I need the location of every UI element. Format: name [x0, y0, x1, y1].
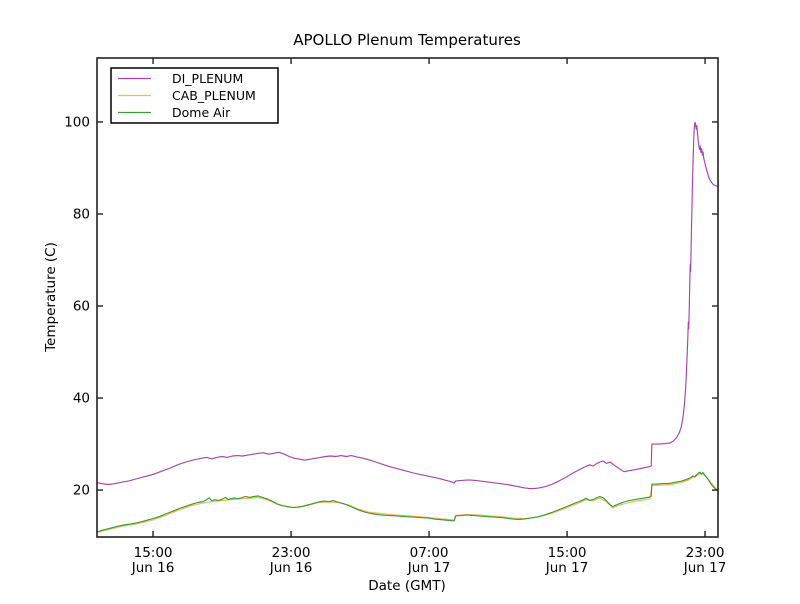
x-tick-label-date: Jun 17	[683, 560, 727, 576]
x-tick-label-time: 15:00	[548, 545, 587, 561]
y-tick-label: 60	[73, 299, 90, 315]
legend-label-dome-air: Dome Air	[172, 105, 231, 120]
legend: DI_PLENUM CAB_PLENUM Dome Air	[110, 67, 279, 124]
legend-label-cab-plenum: CAB_PLENUM	[172, 88, 256, 103]
x-tick-label-time: 07:00	[410, 545, 449, 561]
x-tick-label-date: Jun 17	[545, 560, 589, 576]
y-tick-label: 100	[64, 114, 90, 130]
y-axis-label: Temperature (C)	[43, 242, 59, 353]
x-tick-label-date: Jun 16	[131, 560, 175, 576]
y-tick-label: 20	[73, 483, 90, 499]
y-tick-label: 80	[73, 206, 90, 222]
x-tick-label-time: 15:00	[134, 545, 173, 561]
plot-frame	[96, 57, 719, 538]
x-axis-label: Date (GMT)	[368, 578, 445, 594]
y-tick-label: 40	[73, 391, 90, 407]
legend-label-di-plenum: DI_PLENUM	[172, 71, 243, 86]
x-tick-label-time: 23:00	[272, 545, 311, 561]
series-lines	[96, 121, 719, 533]
chart-title: APOLLO Plenum Temperatures	[293, 31, 521, 49]
x-tick-label-time: 23:00	[686, 545, 725, 561]
series-line-dome-air	[96, 471, 719, 533]
y-axis-ticks: 20 40 60 80 100	[64, 114, 718, 499]
x-tick-label-date: Jun 17	[407, 560, 451, 576]
x-tick-label-date: Jun 16	[269, 560, 313, 576]
series-line-di-plenum	[96, 121, 719, 490]
